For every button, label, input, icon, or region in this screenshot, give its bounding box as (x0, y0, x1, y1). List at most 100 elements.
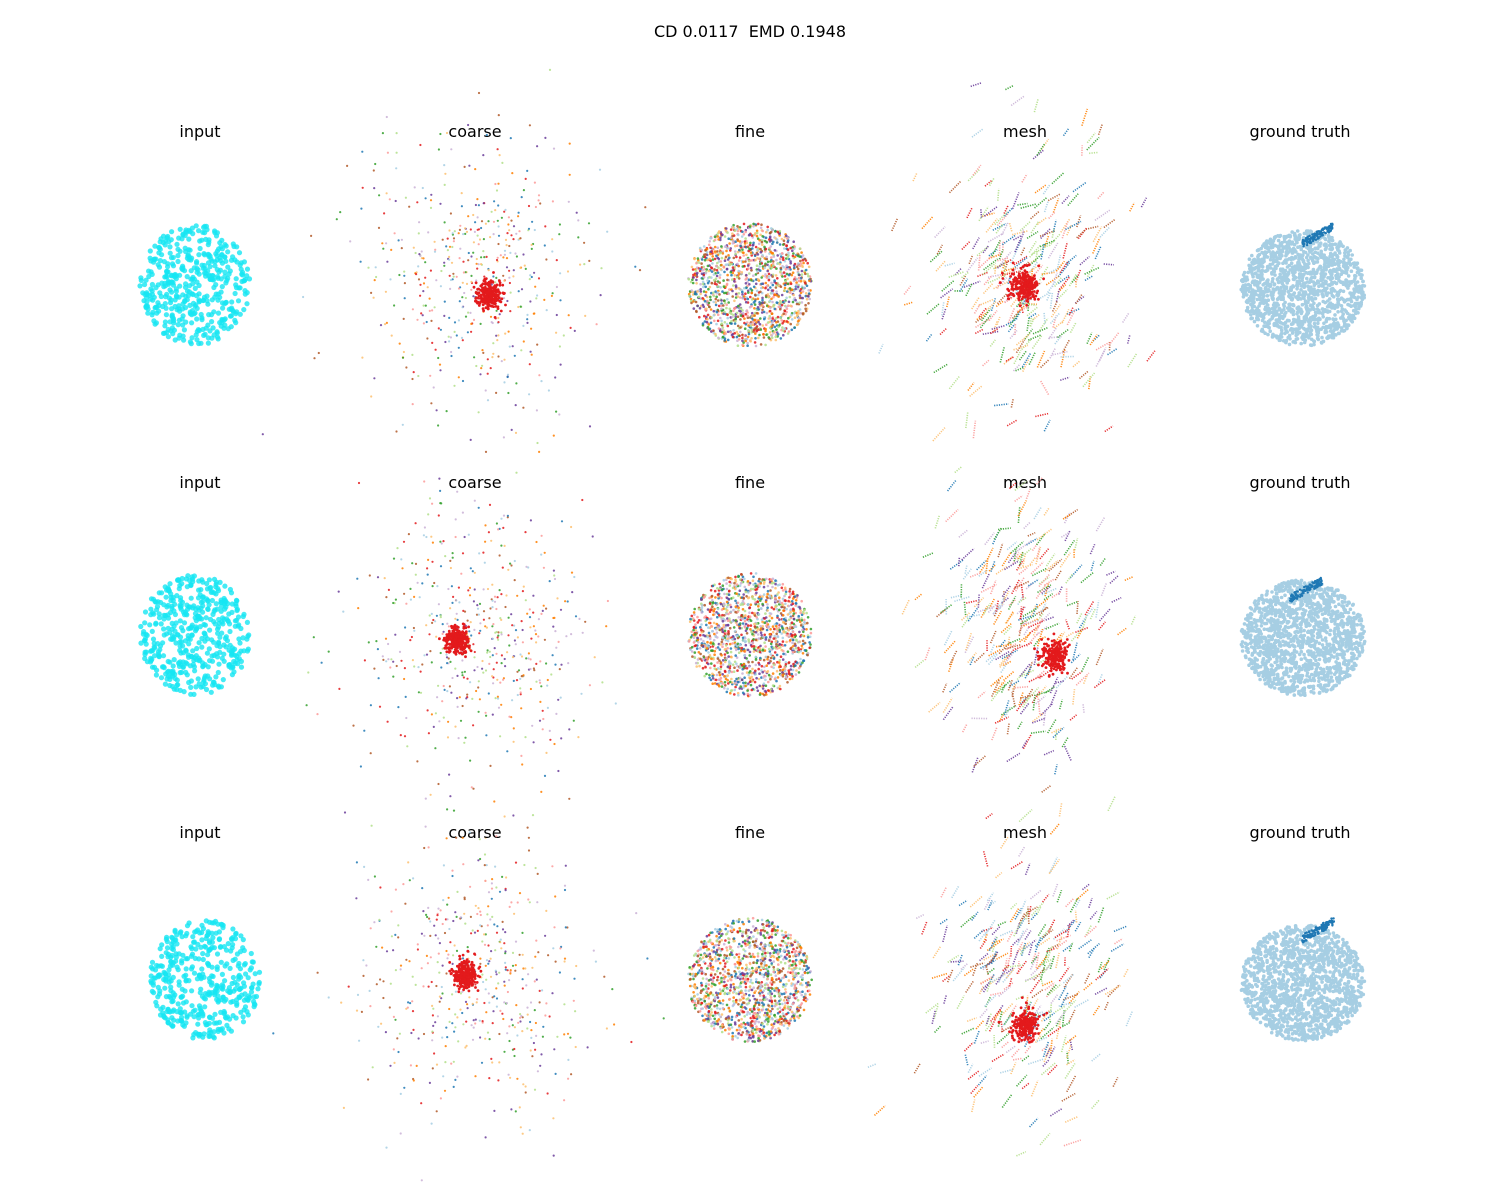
coarse-core-point (499, 284, 502, 287)
fine-point (769, 306, 772, 309)
gt-point (1341, 312, 1345, 316)
fine-point (788, 330, 791, 333)
mesh-patch (984, 207, 997, 216)
gt-point (1318, 254, 1322, 258)
coarse-core-point (475, 301, 478, 304)
coarse-point (487, 220, 489, 222)
mesh-patch (1073, 361, 1080, 367)
fine-point (737, 287, 740, 290)
fine-point (751, 298, 754, 301)
coarse-point (540, 380, 542, 382)
fine-point (805, 269, 808, 272)
coarse-point (361, 151, 363, 153)
fine-point (756, 249, 759, 252)
fine-point (705, 308, 708, 311)
coarse-point (476, 268, 478, 270)
mesh-patch (962, 241, 970, 249)
gt-point (1286, 306, 1290, 310)
gt-point (1335, 276, 1339, 280)
gt-point (1317, 243, 1321, 247)
fine-point (723, 299, 726, 302)
mesh-core-point (1031, 295, 1034, 298)
gt-point (1316, 326, 1320, 330)
gt-point (1294, 318, 1298, 322)
gt-point (1336, 321, 1340, 325)
mesh-core-point (1024, 282, 1027, 285)
coarse-point (553, 148, 555, 150)
gt-point (1335, 282, 1339, 286)
fine-point (737, 305, 740, 308)
fine-point (757, 278, 760, 281)
fine-point (703, 315, 706, 318)
fine-point (748, 333, 751, 336)
coarse-point (384, 323, 386, 325)
coarse-point (584, 315, 586, 317)
fine-point (759, 303, 762, 306)
coarse-point (551, 238, 553, 240)
gt-accent-point (1319, 231, 1321, 233)
mesh-patch (1031, 319, 1034, 327)
mesh-patch (1093, 238, 1100, 254)
panel-title: input (179, 122, 220, 141)
gt-point (1285, 339, 1289, 343)
fine-point (770, 245, 773, 248)
gt-point (1307, 335, 1311, 339)
mesh-patch (1089, 153, 1097, 154)
coarse-point (424, 261, 426, 263)
mesh-patch (967, 258, 978, 272)
gt-point (1288, 343, 1292, 347)
input-point (220, 284, 225, 289)
fine-point (769, 310, 772, 313)
mesh-patch (1073, 182, 1086, 191)
gt-point (1261, 265, 1265, 269)
input-point (175, 259, 180, 264)
fine-point (771, 334, 774, 337)
coarse-point (568, 201, 570, 203)
fine-point (780, 337, 783, 340)
mesh-core-point (1032, 278, 1035, 281)
fine-point (746, 311, 749, 314)
mesh-patch (1130, 203, 1135, 212)
coarse-point (523, 340, 525, 342)
coarse-point (486, 256, 488, 258)
input-point (221, 677, 226, 682)
coarse-core-point (500, 310, 503, 313)
fine-point (699, 307, 702, 310)
mesh-patch (1012, 231, 1028, 235)
fine-point (714, 282, 717, 285)
fine-point (798, 280, 801, 283)
gt-point (1293, 237, 1297, 241)
gt-point (1342, 319, 1346, 323)
input-point (181, 313, 186, 318)
panel-mesh-row-1: mesh (879, 83, 1155, 441)
coarse-point (478, 92, 480, 94)
mesh-patch (1083, 373, 1095, 387)
gt-point (1295, 312, 1299, 316)
input-point (169, 229, 174, 234)
coarse-point (551, 250, 553, 252)
coarse-point (533, 313, 535, 315)
mesh-patch (1003, 241, 1004, 252)
gt-point (1359, 276, 1363, 280)
fine-point (737, 315, 740, 318)
coarse-point (458, 376, 460, 378)
gt-point (1279, 321, 1283, 325)
coarse-point (511, 172, 513, 174)
fine-point (788, 274, 791, 277)
input-point (182, 689, 187, 694)
fine-point (769, 317, 772, 320)
fine-point (800, 288, 803, 291)
input-point (156, 262, 161, 267)
fine-point (718, 258, 721, 261)
gt-point (1276, 297, 1280, 301)
gt-point (1324, 238, 1328, 242)
fine-point (796, 323, 799, 326)
fine-point (757, 337, 760, 340)
fine-point (791, 249, 794, 252)
fine-point (749, 242, 752, 245)
mesh-patch (1082, 109, 1087, 126)
fine-point (763, 246, 766, 249)
coarse-point (378, 227, 380, 229)
gt-point (1321, 295, 1325, 299)
fine-point (729, 247, 732, 250)
